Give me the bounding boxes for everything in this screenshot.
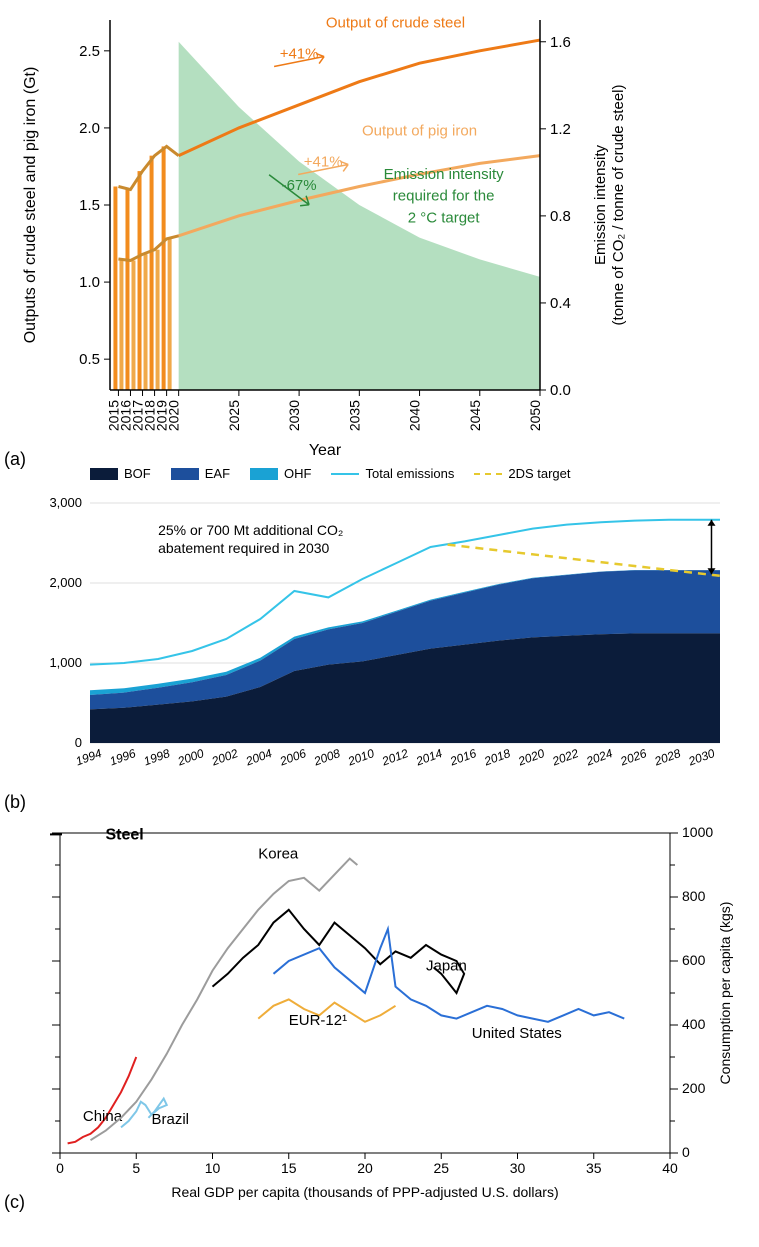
svg-text:2008: 2008: [311, 746, 342, 769]
chart-b: 01,0002,0003,000199419961998200020022004…: [0, 483, 740, 803]
svg-text:1998: 1998: [142, 746, 172, 768]
svg-text:0.0: 0.0: [550, 382, 571, 399]
svg-text:5: 5: [132, 1160, 140, 1176]
svg-text:2022: 2022: [550, 746, 581, 769]
svg-text:1.6: 1.6: [550, 34, 571, 51]
svg-text:2045: 2045: [467, 400, 483, 431]
svg-text:1,000: 1,000: [49, 655, 82, 670]
panel-a: 0.51.01.52.02.50.00.40.81.21.62015201620…: [0, 0, 759, 460]
svg-text:abatement required in 2030: abatement required in 2030: [158, 540, 329, 556]
svg-text:Brazil: Brazil: [152, 1111, 190, 1128]
chart-c: 020040060080010000510152025303540ChinaBr…: [0, 803, 740, 1203]
legend-item: Total emissions: [331, 466, 454, 481]
svg-text:1.0: 1.0: [79, 274, 100, 291]
svg-text:2028: 2028: [652, 746, 683, 769]
svg-text:800: 800: [682, 888, 706, 904]
svg-text:Real GDP per capita (thousands: Real GDP per capita (thousands of PPP-ad…: [171, 1184, 558, 1200]
legend-item: BOF: [90, 466, 151, 481]
svg-text:2024: 2024: [584, 746, 615, 769]
svg-text:2 °C target: 2 °C target: [408, 209, 481, 226]
svg-text:2020: 2020: [166, 400, 182, 431]
svg-text:2020: 2020: [515, 746, 546, 769]
svg-text:2030: 2030: [286, 400, 302, 431]
svg-text:2010: 2010: [345, 746, 376, 769]
svg-text:+41%: +41%: [280, 46, 319, 63]
svg-text:0.4: 0.4: [550, 295, 571, 312]
svg-text:0.5: 0.5: [79, 351, 100, 368]
svg-text:Output of crude steel: Output of crude steel: [326, 15, 465, 32]
svg-text:2006: 2006: [277, 746, 308, 769]
svg-text:25: 25: [433, 1160, 449, 1176]
svg-text:+41%: +41%: [304, 153, 343, 170]
svg-text:0.8: 0.8: [550, 208, 571, 225]
svg-text:Outputs of crude steel and pig: Outputs of crude steel and pig iron (Gt): [22, 67, 39, 344]
svg-text:400: 400: [682, 1016, 706, 1032]
svg-text:35: 35: [586, 1160, 602, 1176]
panel-c-label: (c): [4, 1192, 25, 1213]
svg-text:2004: 2004: [243, 746, 274, 769]
svg-text:2016: 2016: [447, 746, 478, 769]
panel-b: BOF EAF OHF Total emissions 2DS target 0 1,00…: [0, 460, 759, 803]
svg-text:1000: 1000: [682, 824, 713, 840]
svg-text:0: 0: [682, 1144, 690, 1160]
svg-text:40: 40: [662, 1160, 678, 1176]
svg-text:2014: 2014: [413, 746, 444, 769]
svg-text:2050: 2050: [527, 400, 543, 431]
svg-text:(tonne of CO₂ / tonne of crude: (tonne of CO₂ / tonne of crude steel): [610, 85, 627, 326]
svg-text:200: 200: [682, 1080, 706, 1096]
svg-text:3,000: 3,000: [49, 495, 82, 510]
svg-text:Consumption per capita (kgs): Consumption per capita (kgs): [717, 902, 733, 1085]
svg-text:2018: 2018: [481, 746, 512, 769]
svg-text:0: 0: [56, 1160, 64, 1176]
svg-text:15: 15: [281, 1160, 297, 1176]
legend-b: BOF EAF OHF Total emissions 2DS target: [0, 460, 759, 483]
svg-text:required for the: required for the: [393, 188, 495, 205]
svg-text:2026: 2026: [618, 746, 649, 769]
legend-item: 2DS target: [474, 466, 570, 481]
svg-text:20: 20: [357, 1160, 373, 1176]
svg-text:2035: 2035: [346, 400, 362, 431]
svg-text:2000: 2000: [175, 746, 206, 769]
svg-text:Korea: Korea: [258, 846, 299, 863]
svg-text:1996: 1996: [108, 746, 138, 768]
svg-text:25% or 700 Mt additional CO₂: 25% or 700 Mt additional CO₂: [158, 522, 343, 538]
svg-text:2040: 2040: [407, 400, 423, 431]
svg-text:600: 600: [682, 952, 706, 968]
panel-c: 020040060080010000510152025303540ChinaBr…: [0, 803, 759, 1203]
svg-text:1.2: 1.2: [550, 121, 571, 138]
svg-text:0: 0: [75, 735, 82, 750]
svg-text:10: 10: [205, 1160, 221, 1176]
svg-text:2,000: 2,000: [49, 575, 82, 590]
chart-a: 0.51.01.52.02.50.00.40.81.21.62015201620…: [0, 0, 640, 460]
svg-text:Year: Year: [309, 442, 342, 459]
svg-text:-67%: -67%: [282, 177, 317, 194]
svg-text:2.0: 2.0: [79, 120, 100, 137]
legend-item: EAF: [171, 466, 230, 481]
svg-text:Output of pig iron: Output of pig iron: [362, 123, 477, 140]
svg-text:2002: 2002: [209, 746, 240, 769]
legend-item: OHF: [250, 466, 311, 481]
svg-text:Emission intensity: Emission intensity: [384, 166, 505, 183]
svg-text:2012: 2012: [379, 746, 410, 769]
svg-text:Japan: Japan: [426, 958, 467, 975]
svg-text:2.5: 2.5: [79, 43, 100, 60]
svg-text:Steel: Steel: [106, 826, 144, 843]
svg-text:EUR-12¹: EUR-12¹: [289, 1012, 347, 1029]
svg-text:1.5: 1.5: [79, 197, 100, 214]
svg-text:30: 30: [510, 1160, 526, 1176]
svg-text:United States: United States: [472, 1025, 562, 1042]
svg-text:Emission intensity: Emission intensity: [592, 144, 609, 265]
svg-text:2025: 2025: [226, 400, 242, 431]
svg-text:2030: 2030: [686, 746, 717, 769]
